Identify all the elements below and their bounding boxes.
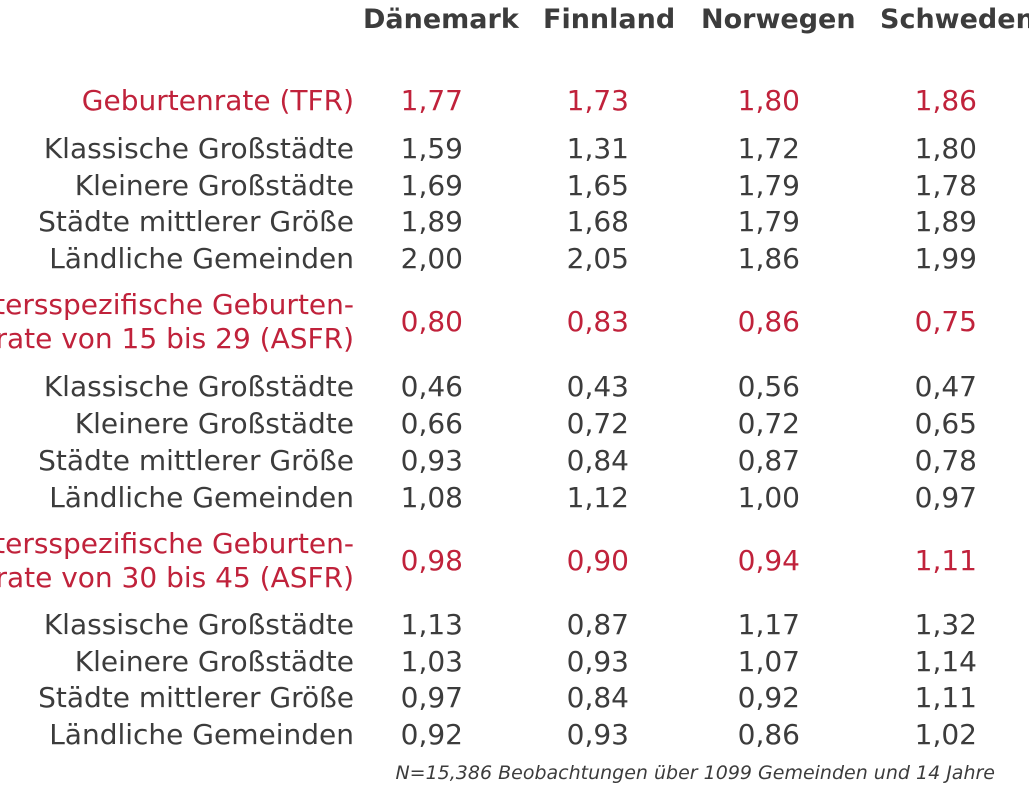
cell-value: 0,43 xyxy=(566,370,629,403)
cell-value: 1,68 xyxy=(566,205,629,238)
cell-value: 0,66 xyxy=(400,407,463,440)
cell-value: 1,59 xyxy=(400,132,463,165)
row-label: Städte mittlerer Größe xyxy=(38,444,354,477)
row-label: Kleinere Großstädte xyxy=(74,645,354,678)
row-label: Kleinere Großstädte xyxy=(74,407,354,440)
cell-value: 1,89 xyxy=(400,205,463,238)
row-label: Klassische Großstädte xyxy=(43,132,354,165)
cell-value: 1,72 xyxy=(737,132,800,165)
cell-value: 1,86 xyxy=(737,242,800,275)
cell-value: 1,07 xyxy=(737,645,800,678)
cell-value: 2,05 xyxy=(566,242,629,275)
cell-value: 0,93 xyxy=(400,444,463,477)
cell-value: 1,86 xyxy=(914,84,977,117)
cell-value: 0,80 xyxy=(400,305,463,338)
cell-value: 1,79 xyxy=(737,205,800,238)
cell-value: 0,97 xyxy=(914,481,977,514)
cell-value: 0,65 xyxy=(914,407,977,440)
cell-value: 1,77 xyxy=(400,84,463,117)
cell-value: 0,84 xyxy=(566,681,629,714)
row-label: Klassische Großstädte xyxy=(43,370,354,403)
cell-value: 0,87 xyxy=(737,444,800,477)
row-label: Städte mittlerer Größe xyxy=(38,205,354,238)
row-label: Städte mittlerer Größe xyxy=(38,681,354,714)
cell-value: 1,14 xyxy=(914,645,977,678)
cell-value: 0,87 xyxy=(566,608,629,641)
cell-value: 0,56 xyxy=(737,370,800,403)
row-label: Klassische Großstädte xyxy=(43,608,354,641)
cell-value: 0,75 xyxy=(914,305,977,338)
cell-value: 0,94 xyxy=(737,544,800,577)
cell-value: 0,84 xyxy=(566,444,629,477)
cell-value: 1,32 xyxy=(914,608,977,641)
cell-value: 0,78 xyxy=(914,444,977,477)
row-label: Altersspezifische Geburten-rate von 30 b… xyxy=(0,527,354,594)
cell-value: 1,11 xyxy=(914,681,977,714)
column-header-daenemark: Dänemark xyxy=(363,4,519,35)
cell-value: 0,86 xyxy=(737,305,800,338)
cell-value: 0,83 xyxy=(566,305,629,338)
cell-value: 1,12 xyxy=(566,481,629,514)
cell-value: 0,72 xyxy=(566,407,629,440)
cell-value: 1,89 xyxy=(914,205,977,238)
cell-value: 1,03 xyxy=(400,645,463,678)
cell-value: 1,31 xyxy=(566,132,629,165)
cell-value: 1,02 xyxy=(914,718,977,751)
row-label: Altersspezifische Geburten-rate von 15 b… xyxy=(0,288,354,355)
cell-value: 0,90 xyxy=(566,544,629,577)
cell-value: 0,72 xyxy=(737,407,800,440)
cell-value: 1,99 xyxy=(914,242,977,275)
cell-value: 0,98 xyxy=(400,544,463,577)
cell-value: 1,08 xyxy=(400,481,463,514)
row-label: Ländliche Gemeinden xyxy=(49,718,354,751)
row-label: Ländliche Gemeinden xyxy=(49,242,354,275)
column-header-schweden: Schweden xyxy=(880,4,1029,35)
cell-value: 0,47 xyxy=(914,370,977,403)
cell-value: 0,97 xyxy=(400,681,463,714)
row-label: Ländliche Gemeinden xyxy=(49,481,354,514)
column-header-norwegen: Norwegen xyxy=(701,4,856,35)
footnote: N=15,386 Beobachtungen über 1099 Gemeind… xyxy=(395,762,995,784)
cell-value: 1,69 xyxy=(400,169,463,202)
cell-value: 1,11 xyxy=(914,544,977,577)
cell-value: 0,46 xyxy=(400,370,463,403)
cell-value: 1,73 xyxy=(566,84,629,117)
cell-value: 1,80 xyxy=(737,84,800,117)
cell-value: 1,79 xyxy=(737,169,800,202)
cell-value: 0,93 xyxy=(566,718,629,751)
cell-value: 1,65 xyxy=(566,169,629,202)
row-label: Kleinere Großstädte xyxy=(74,169,354,202)
cell-value: 1,00 xyxy=(737,481,800,514)
cell-value: 1,13 xyxy=(400,608,463,641)
cell-value: 1,17 xyxy=(737,608,800,641)
cell-value: 2,00 xyxy=(400,242,463,275)
cell-value: 0,92 xyxy=(737,681,800,714)
cell-value: 0,93 xyxy=(566,645,629,678)
column-header-finnland: Finnland xyxy=(543,4,676,35)
cell-value: 0,86 xyxy=(737,718,800,751)
cell-value: 0,92 xyxy=(400,718,463,751)
row-label: Geburtenrate (TFR) xyxy=(81,84,354,117)
cell-value: 1,80 xyxy=(914,132,977,165)
cell-value: 1,78 xyxy=(914,169,977,202)
